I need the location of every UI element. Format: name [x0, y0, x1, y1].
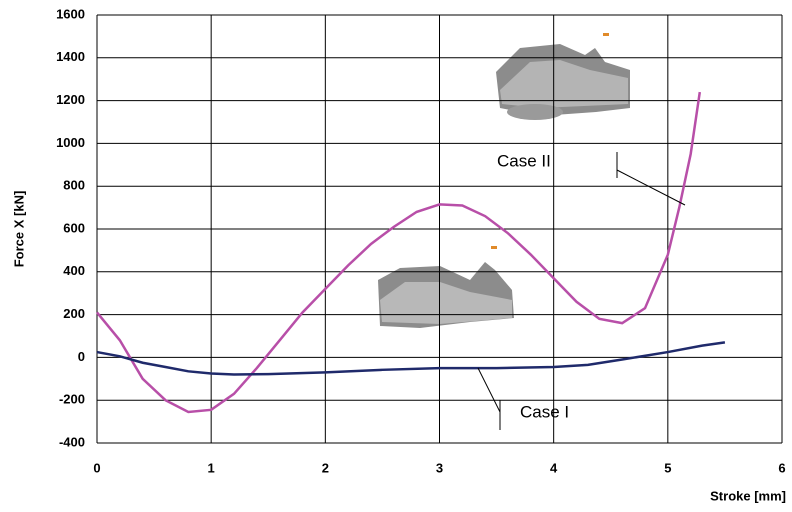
x-tick-label: 5 [664, 460, 671, 475]
y-tick-label: 1200 [56, 92, 85, 107]
x-tick-label: 1 [208, 460, 215, 475]
y-tick-label: -400 [59, 434, 85, 449]
y-tick-label: 800 [63, 178, 85, 193]
y-tick-label: 400 [63, 263, 85, 278]
x-tick-label: 3 [436, 460, 443, 475]
y-tick-label: 1400 [56, 49, 85, 64]
x-tick-label: 2 [322, 460, 329, 475]
y-tick-label: 200 [63, 306, 85, 321]
x-tick-label: 4 [550, 460, 558, 475]
insert-image-upper [496, 33, 630, 120]
leader-line [478, 368, 500, 412]
x-tick-label: 0 [93, 460, 100, 475]
series-label: Case I [520, 402, 569, 421]
y-tick-label: 600 [63, 220, 85, 235]
y-axis-title: Force X [kN] [11, 191, 26, 268]
series-line [97, 342, 725, 374]
series-line [97, 92, 700, 412]
x-axis-title: Stroke [mm] [710, 488, 786, 503]
chart: Force X [kN] Stroke [mm] -400 -200 0 200 400… [0, 0, 792, 512]
y-tick-label: 0 [78, 349, 85, 364]
insert-image-lower [378, 246, 514, 328]
y-tick-label: 1000 [56, 135, 85, 150]
leader-line [617, 170, 685, 205]
series-label: Case II [497, 151, 551, 170]
y-tick-label: 1600 [56, 6, 85, 21]
y-tick-label: -200 [59, 392, 85, 407]
x-tick-label: 6 [778, 460, 785, 475]
